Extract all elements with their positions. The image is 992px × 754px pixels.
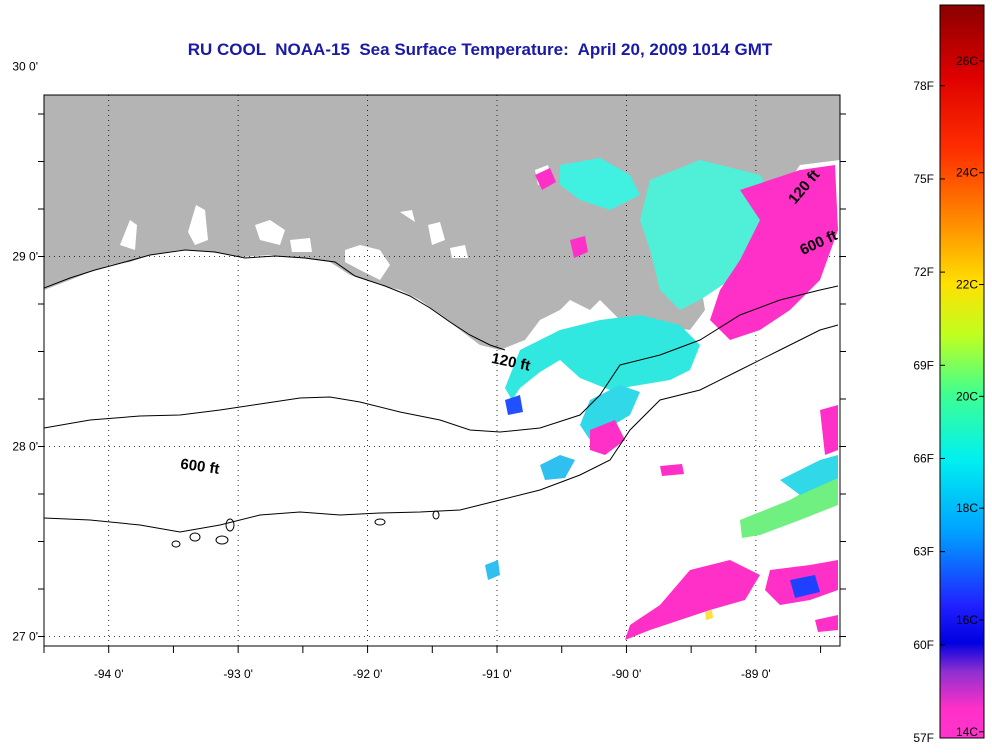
inland-lakes — [120, 165, 552, 280]
lat-tick-label: 30 0' — [12, 60, 38, 74]
colorbar-fahrenheit-labels: 78F 75F 72F 69F 66F 63F 60F 57F — [913, 79, 945, 745]
lon-tick-label: -90 0' — [612, 667, 642, 681]
colorbar-c-label: 16C — [956, 613, 978, 627]
lon-tick-label: -93 0' — [223, 667, 253, 681]
lon-tick-label: -91 0' — [482, 667, 512, 681]
colorbar-f-label: 63F — [913, 545, 934, 559]
colorbar-f-label: 75F — [913, 172, 934, 186]
colorbar — [939, 4, 985, 739]
colorbar-c-label: 26C — [956, 54, 978, 68]
colorbar-c-label: 24C — [956, 166, 978, 180]
land-mass — [44, 95, 840, 350]
contour-label: 600 ft — [179, 456, 220, 478]
bathymetry-contours — [44, 249, 839, 548]
colorbar-f-label: 66F — [913, 451, 934, 465]
latitude-axis: 30 0' 29 0' 28 0' 27 0' — [12, 60, 846, 644]
lat-tick-label: 28 0' — [12, 440, 38, 454]
lon-tick-label: -92 0' — [353, 667, 383, 681]
lat-tick-label: 27 0' — [12, 630, 38, 644]
map-title: RU COOL NOAA-15 Sea Surface Temperature:… — [187, 40, 773, 59]
colorbar-c-label: 20C — [956, 389, 978, 403]
colorbar-c-label: 22C — [956, 278, 978, 292]
colorbar-celsius-labels: 26C 24C 22C 20C 18C 16C 14C — [956, 54, 984, 739]
colorbar-f-label: 57F — [913, 731, 934, 745]
colorbar-f-label: 72F — [913, 265, 934, 279]
sst-patches — [485, 158, 838, 640]
colorbar-f-label: 69F — [913, 358, 934, 372]
longitude-axis: -94 0' -93 0' -92 0' -91 0' -90 0' -89 0' — [43, 646, 822, 681]
lon-tick-label: -94 0' — [94, 667, 124, 681]
colorbar-c-label: 18C — [956, 501, 978, 515]
colorbar-c-label: 14C — [956, 725, 978, 739]
map-border — [43, 94, 841, 647]
lon-tick-label: -89 0' — [741, 667, 771, 681]
colorbar-f-label: 78F — [913, 79, 934, 93]
colorbar-f-label: 60F — [913, 638, 934, 652]
lat-tick-label: 29 0' — [12, 250, 38, 264]
